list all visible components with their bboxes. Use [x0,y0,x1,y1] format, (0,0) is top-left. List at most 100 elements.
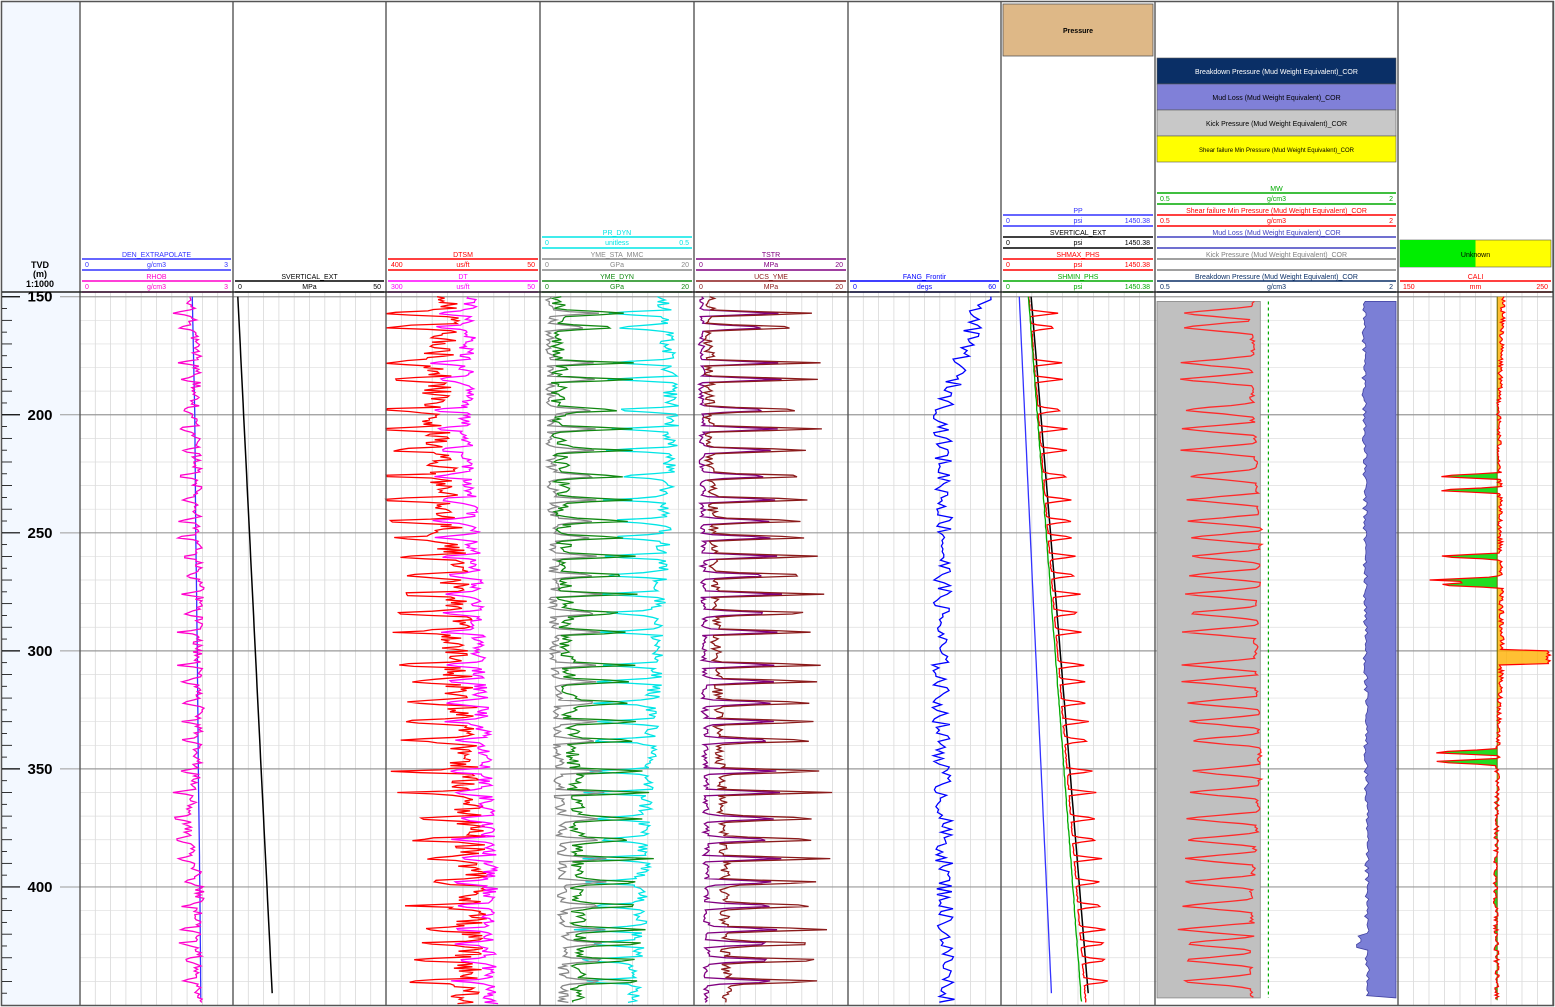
scale-min-label: 0.5 [1160,218,1170,225]
curve-name-label: PR_DYN [603,230,631,237]
scale-min-label: 0.5 [1160,284,1170,291]
scale-max-label: 50 [527,262,535,269]
curve-name-label: Kick Pressure (Mud Weight Equivalent)_CO… [1206,252,1347,259]
curve-cali [1429,296,1552,1000]
kick-pressure-fill [1156,301,1261,999]
curve-name-label: SHMIN_PHS [1058,274,1099,281]
depth-tick-label: 350 [27,761,52,778]
curve-rhob [172,296,206,1003]
scale-min-label: 0 [699,284,703,291]
unit-label: mm [1470,284,1482,291]
unit-label: MPa [764,284,779,291]
unit-label: GPa [610,284,624,291]
scale-max-label: 20 [835,284,843,291]
curve-yme-sta-mmc [543,296,607,1004]
curve-name-label: DEN_EXTRAPOLATE [122,252,191,259]
legend-swatch [1156,83,1397,111]
unit-label: us/ft [456,262,469,269]
legend-swatch [1156,135,1397,163]
scale-min-label: 0 [545,284,549,291]
curve-name-label: YME_STA_MMC [591,252,644,259]
curve-name-label: SVERTICAL_EXT [281,274,338,281]
curve-dt [430,296,500,1005]
unit-label: GPa [610,262,624,269]
scale-min-label: 0 [85,284,89,291]
scale-max-label: 250 [1536,284,1548,291]
curve-name-label: PP [1073,208,1083,215]
scale-min-label: 0 [699,262,703,269]
depth-header-scale: 1:1000 [26,279,54,289]
legend-label: Shear failure Min Pressure (Mud Weight E… [1199,148,1355,154]
scale-max-label: 20 [681,284,689,291]
scale-max-label: 2 [1389,196,1393,203]
depth-header-unit: (m) [33,269,47,279]
scale-max-label: 50 [527,284,535,291]
depth-track-background [2,2,79,1005]
scale-min-label: 0.5 [1160,196,1170,203]
cali-green-fill [1429,296,1498,1001]
mud-loss-fill [1356,301,1397,999]
curve-name-label: TSTR [762,252,780,259]
legend-label: Unknown [1461,252,1490,259]
curve-name-label: DTSM [453,252,473,259]
scale-min-label: 300 [391,284,403,291]
depth-tick-label: 400 [27,879,52,896]
scale-max-label: 2 [1389,284,1393,291]
unit-label: g/cm3 [1267,196,1286,203]
curve-name-label: CALI [1468,274,1484,281]
scale-min-label: 0 [853,284,857,291]
scale-max-label: 1450.38 [1125,218,1150,225]
depth-tick-label: 150 [27,289,52,306]
depth-tick-label: 300 [27,643,52,660]
curve-pr-dyn [573,296,679,1004]
depth-tick-label: 250 [27,525,52,542]
curve-name-label: Breakdown Pressure (Mud Weight Equivalen… [1195,274,1358,281]
header-layer: DEN_EXTRAPOLATE 0 g/cm3 3 RHOB 0 g/cm3 3 SVERTIC… [82,3,1552,293]
scale-min-label: 0 [545,262,549,269]
scale-min-label: 0 [545,240,549,247]
unit-label: MPa [302,284,317,291]
unit-label: g/cm3 [1267,218,1286,225]
scale-max-label: 50 [373,284,381,291]
unit-label: unitless [605,240,629,247]
curve-name-label: YME_DYN [600,274,634,281]
unit-label: MPa [764,262,779,269]
scale-min-label: 0 [1006,262,1010,269]
curve-ucs-yme [701,296,833,1003]
curve-name-label: SHMAX_PHS [1056,252,1100,259]
unit-label: psi [1074,284,1083,291]
curve-layer [172,296,1552,1005]
scale-min-label: 400 [391,262,403,269]
scale-max-label: 0.5 [679,240,689,247]
curve-name-label: SVERTICAL_EXT [1050,230,1107,237]
curve-pp [1018,296,1053,994]
curve-name-label: Mud Loss (Mud Weight Equivalent)_COR [1212,230,1340,237]
unit-label: degs [917,284,933,291]
unit-label: us/ft [456,284,469,291]
scale-min-label: 0 [238,284,242,291]
scale-max-label: 20 [681,262,689,269]
unit-label: g/cm3 [147,284,166,291]
scale-max-label: 60 [988,284,996,291]
curve-name-label: MW [1270,186,1283,193]
curve-yme-dyn [549,296,654,1003]
pressure-header-label: Pressure [1063,28,1093,35]
legend-label: Mud Loss (Mud Weight Equivalent)_COR [1212,95,1340,102]
legend-label: Breakdown Pressure (Mud Weight Equivalen… [1195,69,1358,76]
curve-shmax-phs [1028,296,1108,1003]
legend-swatch [1400,240,1476,267]
scale-max-label: 1450.38 [1125,262,1150,269]
cali-orange-fill [1497,296,1551,1001]
depth-axis: TVD (m) 1:1000 150 200 250 300 350 400 [2,260,54,994]
scale-min-label: 0 [85,262,89,269]
unit-label: psi [1074,240,1083,247]
unit-label: psi [1074,262,1083,269]
scale-max-label: 3 [224,284,228,291]
curve-shmin-phs [1027,296,1083,1002]
scale-min-label: 0 [1006,284,1010,291]
unit-label: g/cm3 [147,262,166,269]
scale-max-label: 1450.38 [1125,240,1150,247]
curve-svertical-ext [1030,296,1089,994]
fill-layer [1156,296,1551,1001]
